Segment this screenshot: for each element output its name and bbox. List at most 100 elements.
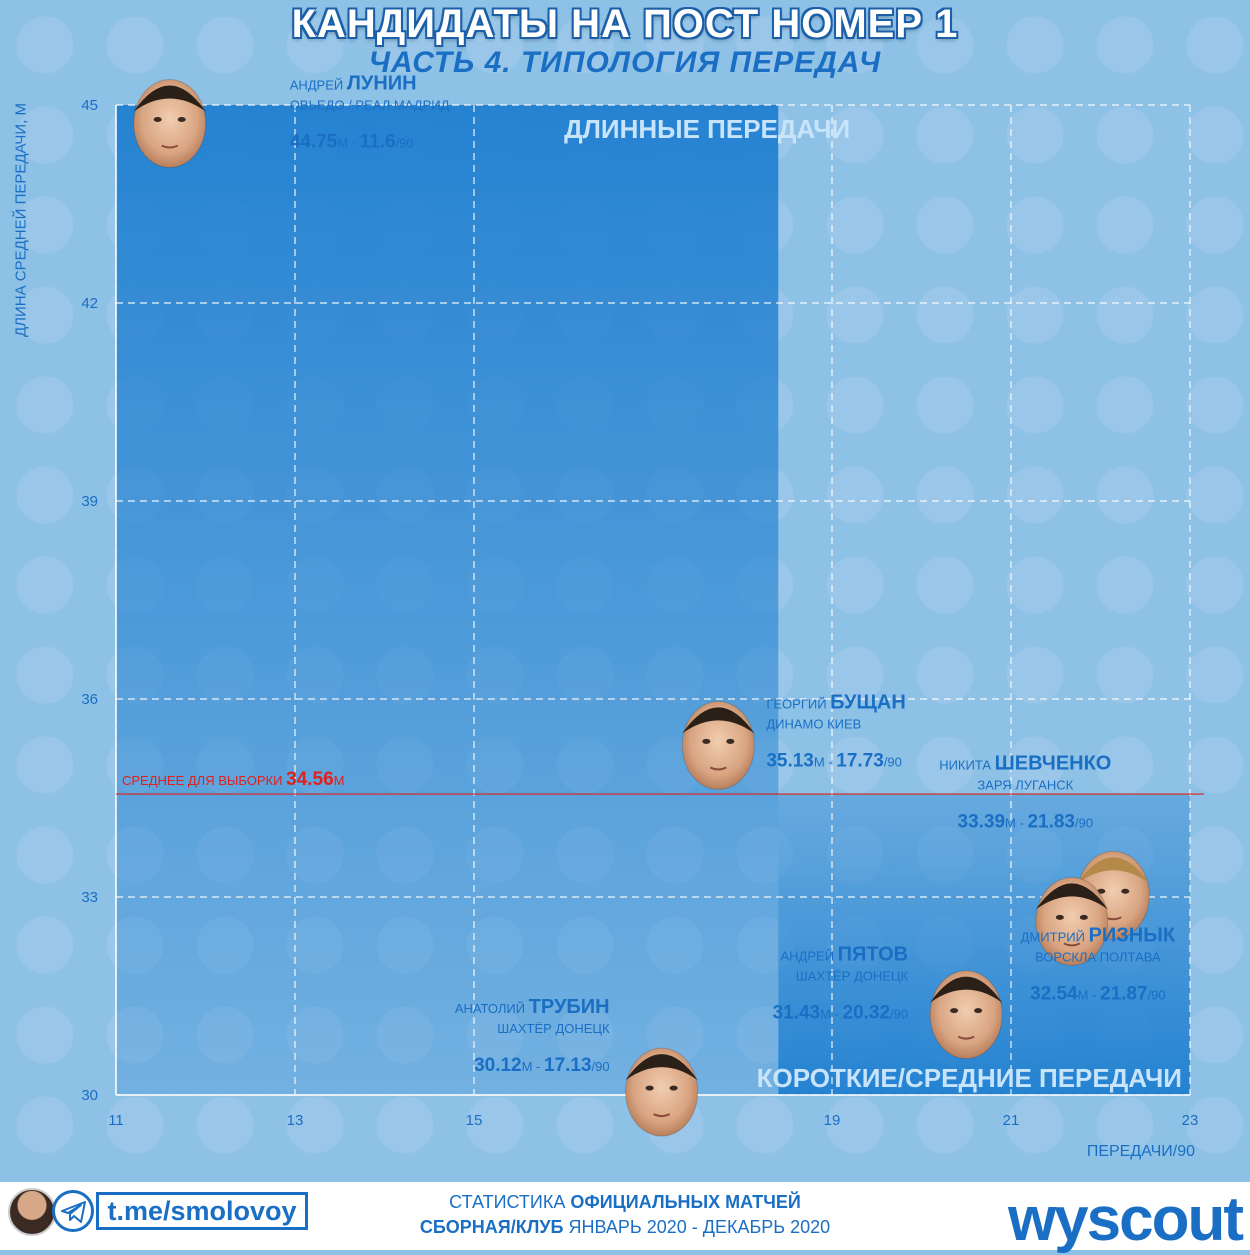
player-eye bbox=[1079, 914, 1088, 920]
player-length-unit: М - bbox=[814, 754, 836, 769]
stats-line-2: СБОРНАЯ/КЛУБ ЯНВАРЬ 2020 - ДЕКАБРЬ 2020 bbox=[400, 1217, 850, 1238]
player-passes-unit: /90 bbox=[1075, 815, 1093, 830]
stats-line-2-bold: СБОРНАЯ/КЛУБ bbox=[419, 1217, 564, 1237]
player-club: ЗАРЯ ЛУГАНСК bbox=[977, 777, 1073, 792]
player-mouth bbox=[1063, 942, 1081, 947]
player-passes-value: 17.73 bbox=[836, 750, 884, 771]
player-eye bbox=[1121, 888, 1130, 894]
player-last-name: ТРУБИН bbox=[529, 996, 610, 1018]
player-hair bbox=[930, 976, 1003, 1003]
zone-label-long: ДЛИННЫЕ ПЕРЕДАЧИ bbox=[564, 114, 850, 144]
player-eye bbox=[702, 738, 711, 744]
author-avatar bbox=[8, 1188, 56, 1236]
player-name: АНДРЕЙ ПЯТОВ bbox=[780, 944, 908, 966]
player-length-unit: М - bbox=[820, 1007, 842, 1022]
x-axis-title: ПЕРЕДАЧИ/90 bbox=[1086, 1143, 1195, 1160]
player-passes-value: 21.87 bbox=[1100, 983, 1148, 1004]
wyscout-logo: wyscout bbox=[1007, 1185, 1244, 1254]
player-eye bbox=[974, 1008, 983, 1014]
y-tick-label: 45 bbox=[81, 97, 98, 114]
x-tick-label: 21 bbox=[1003, 1112, 1020, 1129]
player-eye bbox=[669, 1085, 678, 1091]
y-tick-label: 30 bbox=[81, 1087, 98, 1104]
player-eye bbox=[1097, 888, 1106, 894]
player-length-unit: М - bbox=[1078, 987, 1100, 1002]
player-length-unit: М - bbox=[337, 136, 359, 151]
player-mouth bbox=[957, 1035, 975, 1040]
player-passes-unit: /90 bbox=[592, 1059, 610, 1074]
player-hair bbox=[625, 1054, 698, 1081]
player-passes-value: 21.83 bbox=[1027, 811, 1075, 832]
player-club: ШАХТЁР ДОНЕЦК bbox=[497, 1021, 610, 1036]
player-length-value: 44.75 bbox=[290, 132, 338, 153]
telegram-icon[interactable] bbox=[52, 1190, 94, 1232]
player-passes-value: 17.13 bbox=[544, 1055, 592, 1076]
player-first-name: АНДРЕЙ bbox=[780, 949, 837, 964]
x-tick-label: 11 bbox=[108, 1112, 124, 1129]
player-stats: 31.43М - 20.32/90 bbox=[773, 1003, 909, 1024]
player-club: ШАХТЁР ДОНЕЦК bbox=[796, 969, 909, 984]
player-mouth bbox=[709, 766, 727, 771]
y-tick-label: 36 bbox=[81, 691, 98, 708]
player-mouth bbox=[161, 144, 179, 149]
player-length-unit: М - bbox=[1005, 815, 1027, 830]
player-eye bbox=[645, 1085, 654, 1091]
stats-line-2-rest: ЯНВАРЬ 2020 - ДЕКАБРЬ 2020 bbox=[563, 1217, 831, 1237]
player-passes-unit: /90 bbox=[396, 136, 414, 151]
scatter-chart: 11 13 15 19 21 23 30 33 36 39 42 45 ДЛИННЫЕ ПЕРЕДАЧИ… bbox=[81, 73, 1204, 1137]
player-first-name: АНАТОЛИЙ bbox=[455, 1001, 529, 1016]
player-last-name: ЛУНИН bbox=[347, 73, 417, 95]
player-club: ВОРСКЛА ПОЛТАВА bbox=[1035, 949, 1161, 964]
player-mouth bbox=[653, 1113, 671, 1118]
player-passes-value: 11.6 bbox=[360, 132, 396, 153]
player-name: АНДРЕЙ ЛУНИН bbox=[290, 73, 417, 95]
player-hair bbox=[133, 85, 206, 112]
player-passes-value: 20.32 bbox=[843, 1003, 891, 1024]
player-first-name: НИКИТА bbox=[939, 757, 994, 772]
page-subtitle: ЧАСТЬ 4. ТИПОЛОГИЯ ПЕРЕДАЧ bbox=[368, 46, 882, 79]
player-last-name: ПЯТОВ bbox=[838, 944, 908, 966]
player-passes-unit: /90 bbox=[890, 1007, 908, 1022]
player-eye bbox=[1055, 914, 1064, 920]
player-length-value: 35.13 bbox=[766, 750, 814, 771]
player-first-name: АНДРЕЙ bbox=[290, 78, 347, 93]
player-last-name: РИЗНЫК bbox=[1089, 924, 1176, 946]
player-last-name: БУЩАН bbox=[830, 691, 906, 713]
stats-line-1-bold: ОФИЦИАЛЬНЫХ МАТЧЕЙ bbox=[570, 1192, 801, 1212]
player-passes-unit: /90 bbox=[1148, 987, 1166, 1002]
player-last-name: ШЕВЧЕНКО bbox=[995, 752, 1112, 774]
player-first-name: ДМИТРИЙ bbox=[1021, 929, 1089, 944]
player-hair bbox=[1077, 857, 1150, 884]
footer: t.me/smolovoy СТАТИСТИКА ОФИЦИАЛЬНЫХ МАТ… bbox=[0, 1182, 1250, 1254]
player-hair bbox=[1035, 883, 1108, 910]
player-stats: 44.75М - 11.6/90 bbox=[290, 132, 414, 153]
y-tick-label: 33 bbox=[81, 889, 98, 906]
player-stats: 30.12М - 17.13/90 bbox=[474, 1055, 610, 1076]
zone-label-short: КОРОТКИЕ/СРЕДНИЕ ПЕРЕДАЧИ bbox=[757, 1063, 1182, 1093]
stats-line-1: СТАТИСТИКА ОФИЦИАЛЬНЫХ МАТЧЕЙ bbox=[400, 1192, 850, 1213]
player-name: НИКИТА ШЕВЧЕНКО bbox=[939, 752, 1111, 774]
player-length-value: 32.54 bbox=[1030, 983, 1078, 1004]
player-length-value: 33.39 bbox=[958, 811, 1006, 832]
player-length-unit: М - bbox=[522, 1059, 544, 1074]
player-stats: 32.54М - 21.87/90 bbox=[1030, 983, 1166, 1004]
player-length-value: 31.43 bbox=[773, 1003, 821, 1024]
mean-label-value: 34.56 bbox=[286, 769, 334, 790]
player-club: ОВЬЕДО / РЕАЛ МАДРИД bbox=[290, 98, 450, 113]
mean-label-unit: М bbox=[334, 773, 345, 788]
y-tick-label: 39 bbox=[81, 493, 98, 510]
player-length-value: 30.12 bbox=[474, 1055, 522, 1076]
stats-line-1-pre: СТАТИСТИКА bbox=[449, 1192, 571, 1212]
player-stats: 33.39М - 21.83/90 bbox=[958, 811, 1094, 832]
telegram-link[interactable]: t.me/smolovoy bbox=[96, 1192, 308, 1230]
x-tick-label: 19 bbox=[824, 1112, 841, 1129]
x-tick-label: 15 bbox=[466, 1112, 483, 1129]
player-eye bbox=[177, 117, 186, 122]
x-tick-label: 23 bbox=[1182, 1112, 1199, 1129]
player-eye bbox=[153, 117, 162, 122]
player-stats: 35.13М - 17.73/90 bbox=[766, 750, 902, 771]
player-name: ГЕОРГИЙ БУЩАН bbox=[766, 691, 905, 713]
player-eye bbox=[950, 1008, 959, 1014]
player-eye bbox=[726, 738, 735, 744]
player-name: АНАТОЛИЙ ТРУБИН bbox=[455, 996, 610, 1018]
